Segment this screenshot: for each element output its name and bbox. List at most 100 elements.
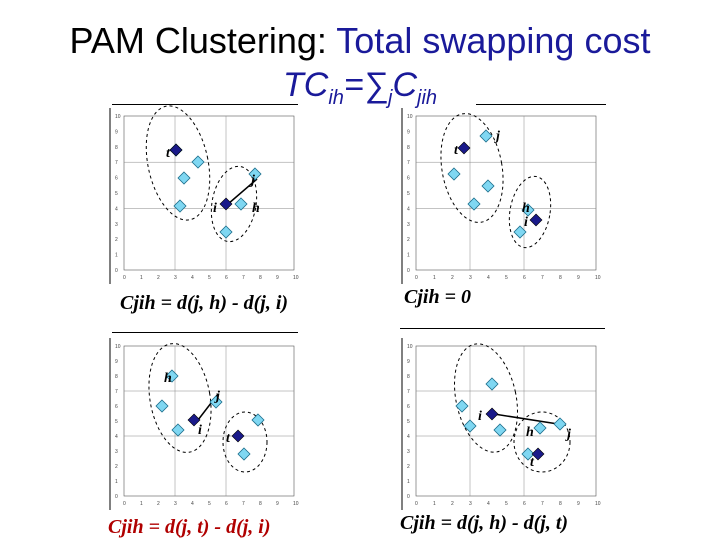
formula-case-3: Cjih = d(j, t) - d(j, i) xyxy=(108,516,271,538)
x-tick-label: 3 xyxy=(469,275,472,281)
title-accent: Total swapping cost xyxy=(326,20,651,61)
page-title: PAM Clustering: Total swapping cost xyxy=(0,20,720,62)
x-tick-label: 2 xyxy=(451,275,454,281)
data-points xyxy=(455,377,567,461)
data-point xyxy=(455,399,469,413)
medoid-t xyxy=(531,447,545,461)
data-points xyxy=(169,143,262,239)
medoid-t xyxy=(231,429,245,443)
y-tick-label: 9 xyxy=(115,359,118,365)
y-tick-label: 9 xyxy=(407,129,410,135)
data-point xyxy=(237,447,251,461)
title-tc: TC xyxy=(282,66,329,104)
y-tick-label: 1 xyxy=(407,479,410,485)
y-tick-label: 4 xyxy=(115,206,118,212)
y-tick-label: 10 xyxy=(115,114,121,120)
plot-frame xyxy=(123,345,295,497)
label-i: i xyxy=(198,423,202,438)
data-points xyxy=(447,129,535,239)
title-sub-jih: jih xyxy=(417,86,438,109)
x-tick-label: 0 xyxy=(123,501,126,507)
plot-frame xyxy=(415,345,597,497)
title-underline xyxy=(476,104,606,105)
data-point xyxy=(463,419,477,433)
distance-line xyxy=(227,178,258,205)
y-tick-label: 2 xyxy=(407,237,410,243)
y-tick-label: 0 xyxy=(115,494,118,500)
data-point xyxy=(493,423,507,437)
y-tick-label: 8 xyxy=(115,374,118,380)
data-point xyxy=(251,413,265,427)
formula-underline xyxy=(400,328,605,329)
medoid-i xyxy=(485,407,499,421)
y-tick-label: 3 xyxy=(407,222,410,228)
x-tick-label: 8 xyxy=(559,501,562,507)
formula-case-2: Cjih = 0 xyxy=(404,286,471,308)
label-h: h xyxy=(526,425,534,440)
data-point-h xyxy=(165,369,179,383)
data-point xyxy=(177,171,191,185)
x-tick-label: 10 xyxy=(293,501,299,507)
x-tick-label: 3 xyxy=(469,501,472,507)
data-point-j xyxy=(248,167,262,181)
y-tick-label: 10 xyxy=(115,344,121,350)
x-tick-label: 8 xyxy=(559,275,562,281)
x-tick-label: 4 xyxy=(487,275,490,281)
x-tick-label: 9 xyxy=(577,501,580,507)
x-tick-label: 10 xyxy=(595,275,601,281)
label-t: t xyxy=(226,431,231,446)
data-point-h xyxy=(533,421,547,435)
cluster-outline-i xyxy=(210,165,258,243)
y-tick-label: 5 xyxy=(115,191,118,197)
data-point xyxy=(513,225,527,239)
x-tick-label: 10 xyxy=(595,501,601,507)
y-tick-label: 8 xyxy=(407,145,410,151)
label-j: j xyxy=(214,389,220,404)
x-tick-label: 9 xyxy=(276,275,279,281)
label-j: j xyxy=(565,427,571,442)
data-point xyxy=(521,447,535,461)
x-tick-label: 7 xyxy=(541,275,544,281)
y-tick-label: 1 xyxy=(407,253,410,259)
x-tick-label: 0 xyxy=(415,501,418,507)
label-t: t xyxy=(454,143,459,158)
data-point xyxy=(173,199,187,213)
x-tick-label: 4 xyxy=(487,501,490,507)
data-point-j xyxy=(479,129,493,143)
label-i: i xyxy=(213,201,217,216)
x-tick-label: 5 xyxy=(208,501,211,507)
x-tick-label: 9 xyxy=(577,275,580,281)
medoid-i xyxy=(529,213,543,227)
label-i: i xyxy=(478,409,482,424)
data-point-h xyxy=(234,197,248,211)
cluster-outline-i xyxy=(454,343,518,453)
cluster-outline-i xyxy=(148,343,212,453)
y-tick-label: 4 xyxy=(115,434,118,440)
data-point xyxy=(447,167,461,181)
x-tick-label: 1 xyxy=(433,275,436,281)
x-tick-label: 6 xyxy=(225,275,228,281)
label-h: h xyxy=(522,201,530,216)
x-tick-label: 1 xyxy=(140,501,143,507)
data-point-h xyxy=(521,203,535,217)
x-tick-label: 6 xyxy=(523,275,526,281)
title-formula: TCih=∑jCjih xyxy=(0,66,720,110)
y-tick-label: 7 xyxy=(115,160,118,166)
y-tick-label: 3 xyxy=(407,449,410,455)
label-i: i xyxy=(524,215,528,230)
x-tick-label: 7 xyxy=(242,501,245,507)
cluster-outline-t xyxy=(222,411,268,473)
medoid-t xyxy=(169,143,183,157)
label-h: h xyxy=(252,201,260,216)
y-tick-label: 0 xyxy=(407,268,410,274)
data-point xyxy=(485,377,499,391)
data-point-j xyxy=(209,395,223,409)
y-tick-label: 6 xyxy=(407,404,410,410)
data-points xyxy=(155,369,265,461)
